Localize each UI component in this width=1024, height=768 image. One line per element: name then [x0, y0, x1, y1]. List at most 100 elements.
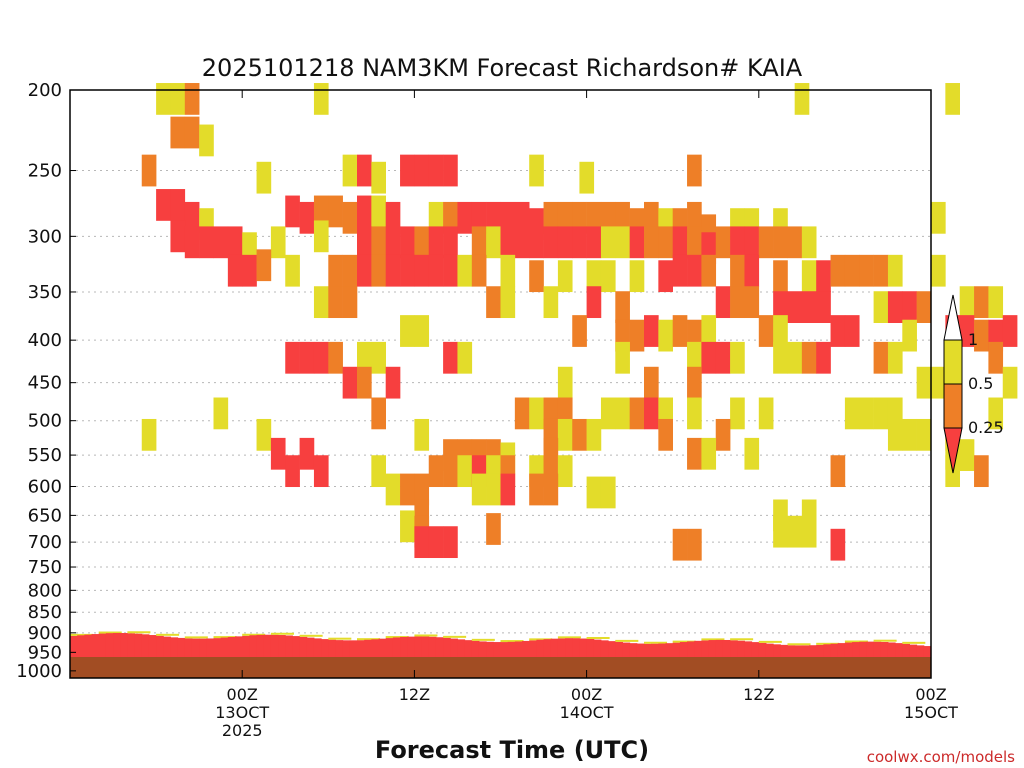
profile-column	[586, 638, 595, 668]
heat-cell	[529, 260, 544, 293]
heat-cell	[615, 201, 630, 234]
heat-cell	[141, 154, 157, 187]
heat-cell	[730, 397, 745, 430]
profile-column	[400, 636, 408, 668]
colorbar: 1 0.5 0.25	[943, 294, 1004, 474]
heat-cell	[615, 397, 630, 430]
heat-cell	[428, 201, 444, 234]
heat-cell	[773, 226, 788, 259]
heat-cell	[543, 201, 559, 234]
heat-cell	[486, 201, 501, 234]
profile-column	[263, 634, 272, 668]
y-tick-label: 250	[28, 161, 62, 182]
x-tick-label: 13OCT	[215, 703, 269, 722]
heat-cell	[859, 397, 874, 430]
profile-column	[299, 636, 308, 668]
heat-cell	[557, 201, 573, 234]
profile-stripe	[644, 641, 668, 644]
profile-column	[156, 635, 164, 668]
heat-cell	[902, 418, 917, 451]
profile-stripe	[844, 640, 868, 643]
heat-cell	[170, 116, 186, 149]
profile-column	[902, 643, 910, 668]
heat-cell	[400, 254, 415, 287]
heat-cell	[629, 397, 645, 430]
heat-cell	[270, 437, 286, 470]
heat-cell	[357, 154, 372, 187]
heat-cell	[414, 418, 430, 451]
heat-cell	[428, 154, 444, 187]
profile-stripe	[557, 636, 581, 639]
plot-frame	[69, 89, 932, 679]
heat-cell	[615, 226, 630, 259]
profile-stripe	[213, 636, 237, 639]
profile-column	[220, 637, 229, 668]
heat-cell	[701, 315, 717, 347]
heat-cell	[543, 226, 559, 259]
heat-cell	[170, 220, 186, 253]
profile-column	[665, 643, 674, 668]
heat-cell	[988, 286, 1004, 319]
profile-column	[744, 641, 753, 668]
heat-cell	[687, 341, 702, 374]
heat-cell	[213, 397, 229, 430]
heat-cell	[500, 254, 516, 287]
profile-column	[113, 632, 121, 668]
heat-cell	[988, 397, 1004, 430]
heat-cell	[615, 291, 630, 323]
heat-cell	[457, 254, 473, 287]
profile-column	[313, 638, 322, 668]
heat-cell	[873, 254, 889, 287]
profile-column	[392, 637, 401, 668]
heat-cell	[730, 286, 745, 319]
profile-stripe	[730, 638, 754, 641]
heat-cell	[285, 455, 300, 488]
profile-column	[435, 637, 444, 668]
profile-stripe	[127, 631, 151, 634]
profile-column	[120, 633, 128, 668]
heat-cell	[529, 226, 544, 259]
profile-column	[708, 640, 717, 668]
profile-column	[70, 635, 78, 668]
heat-cell	[414, 154, 430, 187]
y-tick-label: 850	[28, 602, 62, 623]
heat-cell	[1002, 315, 1018, 347]
heat-cell	[500, 226, 516, 259]
heat-cell	[514, 397, 530, 430]
heat-cell	[385, 473, 401, 506]
heat-cell	[715, 226, 731, 259]
profile-stripe	[242, 633, 266, 636]
heat-cell	[313, 455, 329, 488]
heat-cell	[213, 226, 229, 259]
data-cells	[141, 83, 1018, 561]
heat-cell	[773, 341, 788, 374]
y-tick-label: 700	[28, 532, 62, 553]
profile-column	[615, 641, 623, 668]
heat-cell	[644, 315, 659, 347]
heat-cell	[687, 226, 702, 259]
profile-column	[565, 638, 573, 668]
heat-cell	[945, 83, 960, 115]
profile-column	[916, 645, 925, 668]
heat-cell	[572, 418, 587, 451]
profile-stripe	[758, 640, 782, 643]
heat-cell	[242, 254, 257, 287]
heat-cell	[586, 286, 602, 319]
heat-cell	[816, 341, 831, 374]
heat-cell	[443, 341, 458, 374]
heat-cell	[471, 226, 487, 259]
profile-column	[909, 644, 918, 668]
profile-column	[758, 642, 767, 668]
heat-cell	[701, 341, 717, 374]
profile-column	[651, 643, 659, 668]
heat-cell	[658, 418, 673, 451]
profile-column	[543, 639, 552, 668]
profile-column	[421, 636, 430, 668]
heat-cell	[184, 83, 200, 115]
heat-cell	[428, 455, 444, 488]
colorbar-label: 0.5	[968, 374, 993, 393]
profile-column	[235, 636, 243, 668]
heat-cell	[600, 260, 616, 293]
profile-column	[880, 641, 889, 668]
